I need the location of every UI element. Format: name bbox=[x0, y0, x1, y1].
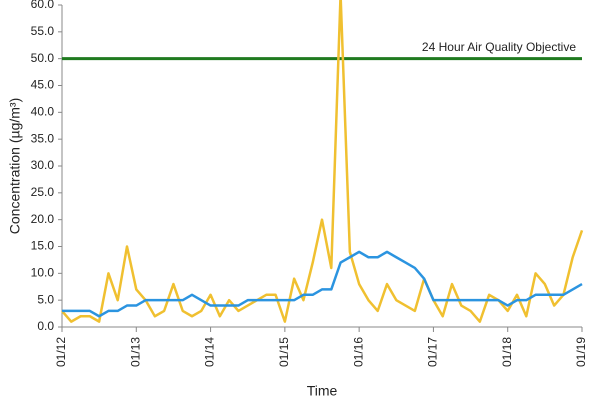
x-tick-label: 01/12 bbox=[54, 337, 68, 367]
y-tick-label: 15.0 bbox=[31, 239, 55, 253]
x-tick-label: 01/15 bbox=[277, 337, 291, 367]
x-axis-label: Time bbox=[307, 383, 338, 399]
y-tick-label: 20.0 bbox=[31, 212, 55, 226]
y-tick-label: 45.0 bbox=[31, 78, 55, 92]
x-tick-label: 01/17 bbox=[426, 337, 440, 367]
y-tick-label: 30.0 bbox=[31, 158, 55, 172]
y-tick-label: 0.0 bbox=[37, 319, 54, 333]
y-axis-label: Concentration (µg/m³) bbox=[7, 98, 23, 234]
y-tick-label: 60.0 bbox=[31, 0, 55, 11]
y-tick-label: 5.0 bbox=[37, 292, 54, 306]
reference-label: 24 Hour Air Quality Objective bbox=[422, 40, 576, 54]
y-tick-label: 50.0 bbox=[31, 51, 55, 65]
y-tick-label: 10.0 bbox=[31, 266, 55, 280]
y-tick-label: 40.0 bbox=[31, 105, 55, 119]
y-tick-label: 35.0 bbox=[31, 131, 55, 145]
x-tick-label: 01/19 bbox=[574, 337, 588, 367]
x-tick-label: 01/18 bbox=[500, 337, 514, 367]
y-tick-label: 25.0 bbox=[31, 185, 55, 199]
y-tick-label: 55.0 bbox=[31, 24, 55, 38]
x-tick-label: 01/13 bbox=[128, 337, 142, 367]
series-line bbox=[62, 250, 583, 318]
series-line bbox=[61, 0, 584, 323]
x-tick-label: 01/16 bbox=[351, 337, 365, 367]
x-tick-label: 01/14 bbox=[203, 337, 217, 367]
